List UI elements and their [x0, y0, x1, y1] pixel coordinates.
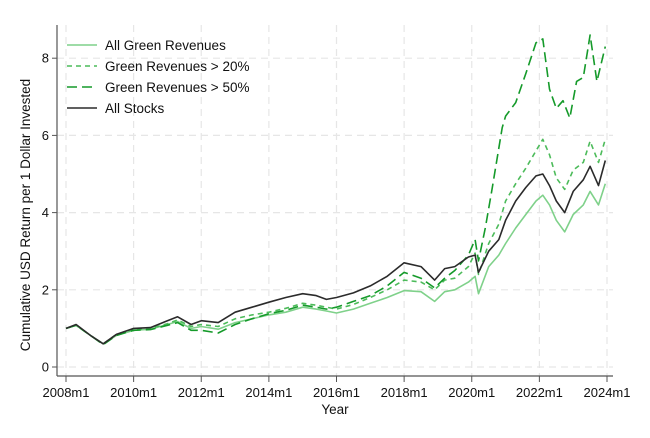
x-ticks: 2008m1 2010m1 2012m1 2014m1 2016m1 2018m1 2020…	[43, 376, 631, 400]
x-tick-label: 2012m1	[178, 385, 225, 400]
axes	[56, 25, 613, 377]
x-tick-label: 2024m1	[584, 385, 631, 400]
legend-label: All Stocks	[105, 101, 165, 116]
y-tick-label: 0	[42, 360, 49, 375]
legend-label: Green Revenues > 50%	[105, 80, 249, 95]
series-line-green-revenues-20	[65, 138, 607, 345]
legend-label: Green Revenues > 20%	[105, 59, 249, 74]
y-ticks: 0 2 4 6 8	[42, 51, 57, 375]
gridlines	[57, 25, 613, 376]
legend-item: All Stocks	[67, 101, 165, 116]
y-tick-label: 4	[42, 205, 49, 220]
legend-item: Green Revenues > 20%	[67, 59, 249, 74]
x-tick-label: 2020m1	[448, 385, 495, 400]
legend-item: Green Revenues > 50%	[67, 80, 249, 95]
y-tick-label: 8	[42, 51, 49, 66]
y-tick-label: 2	[42, 282, 49, 297]
x-tick-label: 2022m1	[516, 385, 563, 400]
legend: All Green Revenues Green Revenues > 20% Gr…	[67, 38, 249, 116]
y-tick-label: 6	[42, 128, 49, 143]
x-tick-label: 2018m1	[381, 385, 428, 400]
x-tick-label: 2008m1	[43, 385, 90, 400]
y-axis-title: Cumulative USD Return per 1 Dollar Inves…	[18, 79, 33, 351]
x-tick-label: 2010m1	[110, 385, 157, 400]
series-lines	[65, 34, 607, 346]
series-line-all-stocks	[65, 160, 607, 345]
legend-label: All Green Revenues	[105, 38, 226, 53]
series-line-green-revenues-50	[65, 34, 607, 346]
x-tick-label: 2016m1	[313, 385, 360, 400]
legend-item: All Green Revenues	[67, 38, 226, 53]
x-axis-title: Year	[321, 402, 349, 417]
series-line-all-green-revenues	[65, 183, 607, 345]
x-tick-label: 2014m1	[245, 385, 292, 400]
